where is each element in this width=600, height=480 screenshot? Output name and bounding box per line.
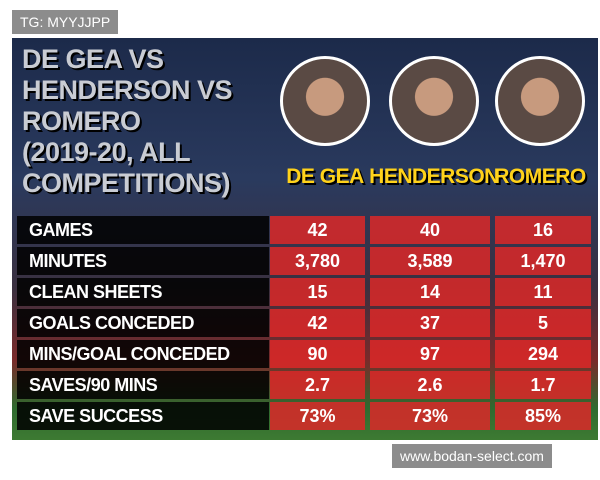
stat-value: 15	[270, 278, 365, 306]
title-line: COMPETITIONS)	[22, 168, 231, 198]
player-photo	[280, 56, 370, 146]
stat-value: 5	[495, 309, 591, 337]
stat-label: GOALS CONCEDED	[17, 309, 269, 337]
stat-value: 3,589	[370, 247, 490, 275]
player-photo	[495, 56, 585, 146]
stat-label: SAVE SUCCESS	[17, 402, 269, 430]
stat-value: 73%	[270, 402, 365, 430]
stat-value: 14	[370, 278, 490, 306]
title-line: (2019-20, ALL	[22, 137, 191, 167]
stat-value: 3,780	[270, 247, 365, 275]
watermark: TG: MYYJJPP	[12, 10, 119, 34]
infographic: DE GEA VS HENDERSON VS ROMERO (2019-20, ALL…	[12, 38, 598, 440]
stat-value: 42	[270, 309, 365, 337]
player-name: HENDERSON	[369, 165, 499, 188]
stat-label: MINUTES	[17, 247, 269, 275]
player-photo	[389, 56, 479, 146]
stat-label: SAVES/90 MINS	[17, 371, 269, 399]
stat-value: 37	[370, 309, 490, 337]
title-line: ROMERO	[22, 106, 141, 136]
stat-value: 2.6	[370, 371, 490, 399]
player-name: ROMERO	[494, 165, 586, 188]
stat-value: 40	[370, 216, 490, 244]
stat-value: 85%	[495, 402, 591, 430]
stat-value: 1,470	[495, 247, 591, 275]
title-line: HENDERSON VS	[22, 75, 233, 105]
stat-value: 42	[270, 216, 365, 244]
watermark: www.bodan-select.com	[392, 444, 552, 468]
stat-label: MINS/GOAL CONCEDED	[17, 340, 269, 368]
stat-value: 16	[495, 216, 591, 244]
player-name: DE GEA	[286, 165, 364, 188]
stat-label: CLEAN SHEETS	[17, 278, 269, 306]
stat-value: 294	[495, 340, 591, 368]
stat-value: 90	[270, 340, 365, 368]
stat-value: 73%	[370, 402, 490, 430]
stat-label: GAMES	[17, 216, 269, 244]
stat-value: 97	[370, 340, 490, 368]
stat-value: 2.7	[270, 371, 365, 399]
stat-value: 11	[495, 278, 591, 306]
title-line: DE GEA VS	[22, 44, 164, 74]
stat-value: 1.7	[495, 371, 591, 399]
